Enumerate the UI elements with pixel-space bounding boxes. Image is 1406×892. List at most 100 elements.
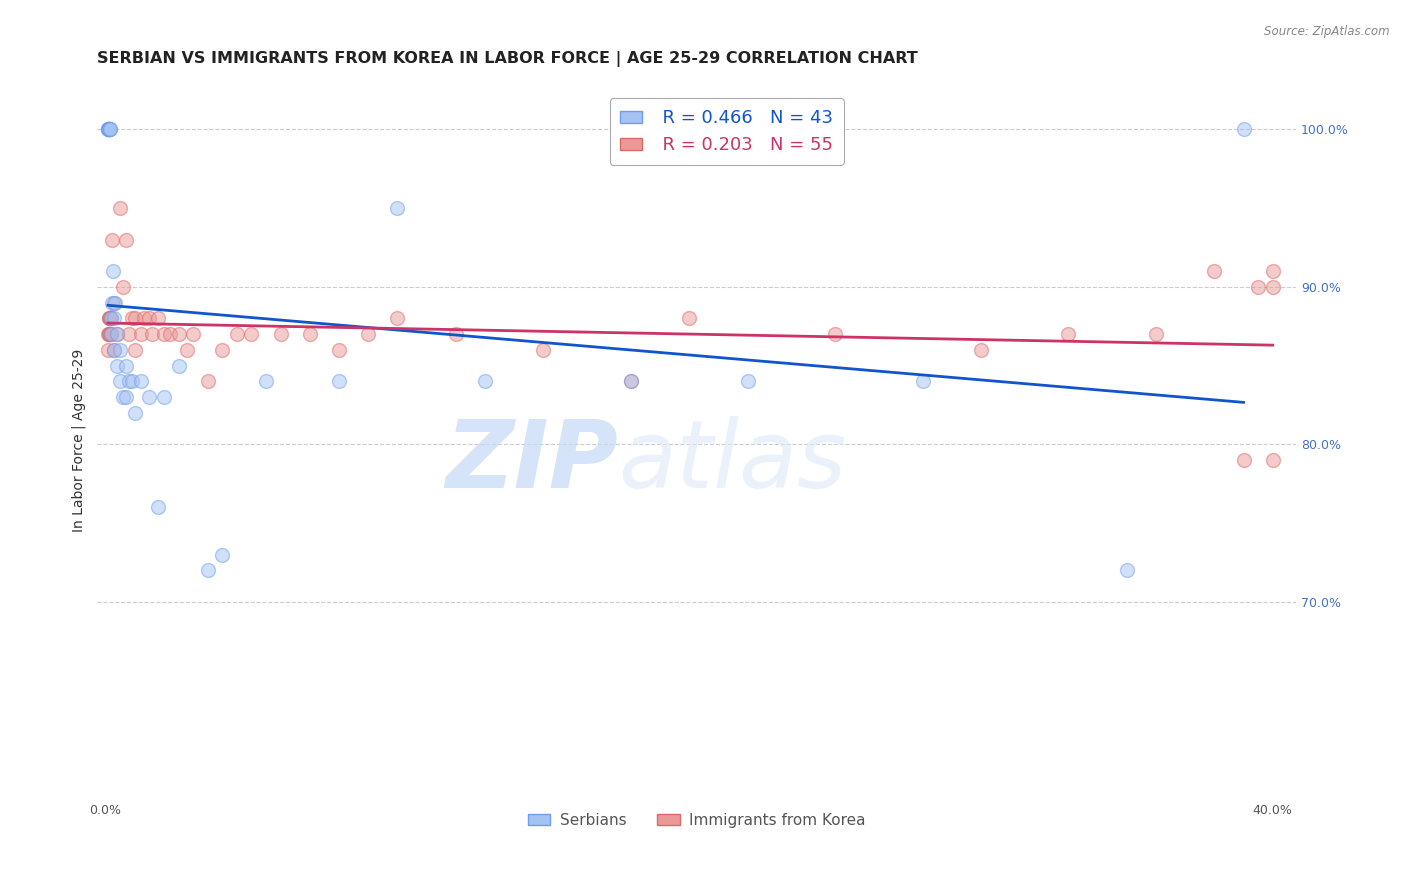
Point [1232, 122, 1254, 136]
Point [104, 295, 127, 310]
Point [146, 500, 169, 515]
Point [1261, 280, 1284, 294]
Point [98, 122, 121, 136]
Point [387, 201, 409, 215]
Point [98, 327, 121, 342]
Point [138, 311, 160, 326]
Point [1232, 453, 1254, 467]
Point [328, 343, 350, 357]
Point [97, 343, 120, 357]
Point [118, 375, 141, 389]
Point [167, 327, 190, 342]
Point [97, 122, 120, 136]
Point [328, 375, 350, 389]
Point [100, 311, 122, 326]
Point [211, 343, 233, 357]
Point [824, 327, 846, 342]
Point [1204, 264, 1226, 278]
Point [105, 327, 128, 342]
Point [211, 548, 233, 562]
Point [97, 311, 120, 326]
Point [159, 327, 181, 342]
Y-axis label: In Labor Force | Age 25-29: In Labor Force | Age 25-29 [72, 349, 86, 533]
Point [167, 359, 190, 373]
Point [181, 327, 204, 342]
Point [129, 327, 152, 342]
Point [98, 311, 121, 326]
Point [387, 311, 409, 326]
Point [98, 311, 121, 326]
Point [132, 311, 155, 326]
Point [112, 390, 135, 404]
Point [103, 343, 125, 357]
Point [1261, 264, 1284, 278]
Point [101, 295, 124, 310]
Point [121, 375, 143, 389]
Point [124, 406, 146, 420]
Point [153, 327, 176, 342]
Point [97, 122, 120, 136]
Point [197, 375, 219, 389]
Point [129, 375, 152, 389]
Point [97, 122, 120, 136]
Legend: Serbians, Immigrants from Korea: Serbians, Immigrants from Korea [522, 807, 872, 834]
Point [108, 375, 131, 389]
Point [98, 122, 121, 136]
Point [98, 122, 121, 136]
Point [124, 311, 146, 326]
Point [357, 327, 380, 342]
Point [115, 233, 138, 247]
Point [1247, 280, 1270, 294]
Point [105, 327, 128, 342]
Point [1057, 327, 1080, 342]
Point [103, 295, 125, 310]
Point [115, 390, 138, 404]
Point [138, 390, 160, 404]
Point [97, 122, 120, 136]
Point [1144, 327, 1167, 342]
Point [970, 343, 993, 357]
Text: SERBIAN VS IMMIGRANTS FROM KOREA IN LABOR FORCE | AGE 25-29 CORRELATION CHART: SERBIAN VS IMMIGRANTS FROM KOREA IN LABO… [97, 51, 918, 67]
Point [737, 375, 759, 389]
Text: atlas: atlas [619, 417, 846, 508]
Text: ZIP: ZIP [446, 416, 619, 508]
Point [1261, 453, 1284, 467]
Point [1115, 563, 1137, 577]
Point [100, 327, 122, 342]
Point [124, 343, 146, 357]
Point [153, 390, 176, 404]
Point [254, 375, 277, 389]
Point [141, 327, 163, 342]
Point [620, 375, 643, 389]
Point [298, 327, 321, 342]
Point [100, 311, 122, 326]
Point [108, 343, 131, 357]
Point [112, 280, 135, 294]
Point [444, 327, 467, 342]
Point [98, 122, 121, 136]
Text: Source: ZipAtlas.com: Source: ZipAtlas.com [1264, 25, 1389, 38]
Point [98, 327, 121, 342]
Point [121, 311, 143, 326]
Point [176, 343, 198, 357]
Point [98, 311, 121, 326]
Point [240, 327, 263, 342]
Point [146, 311, 169, 326]
Point [270, 327, 292, 342]
Point [105, 359, 128, 373]
Point [103, 343, 125, 357]
Point [225, 327, 247, 342]
Point [620, 375, 643, 389]
Point [97, 122, 120, 136]
Point [474, 375, 496, 389]
Point [97, 327, 120, 342]
Point [101, 264, 124, 278]
Point [197, 563, 219, 577]
Point [103, 311, 125, 326]
Point [531, 343, 554, 357]
Point [911, 375, 934, 389]
Point [108, 201, 131, 215]
Point [101, 233, 124, 247]
Point [100, 327, 122, 342]
Point [115, 359, 138, 373]
